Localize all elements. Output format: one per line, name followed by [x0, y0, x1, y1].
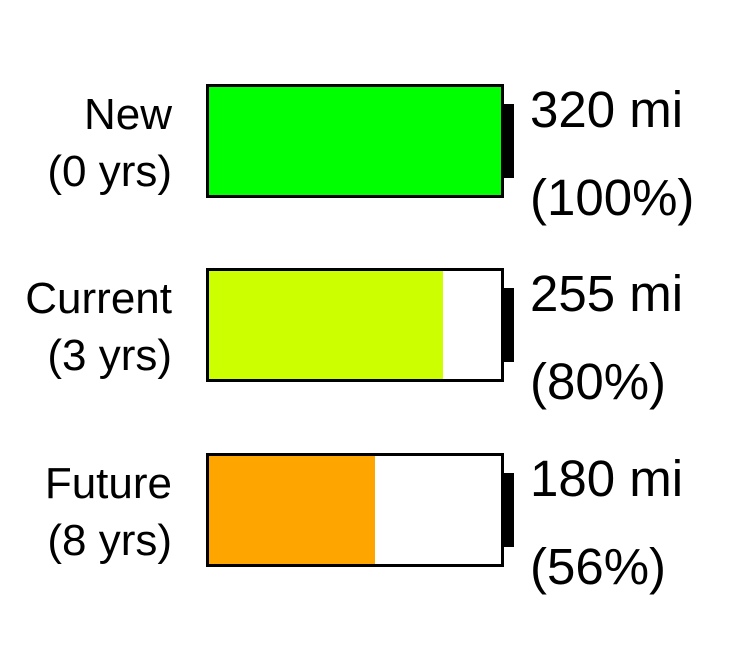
battery-fill — [209, 87, 501, 195]
battery-fill — [209, 271, 443, 379]
battery-label: Current (3 yrs) — [25, 270, 172, 384]
battery-label: New (0 yrs) — [47, 86, 172, 200]
battery-percent: (100%) — [530, 169, 695, 226]
battery-percent: (80%) — [530, 353, 667, 410]
battery-terminal — [501, 104, 514, 178]
battery-range: 255 mi — [530, 265, 684, 322]
battery-values: 255 mi (80%) — [530, 250, 683, 426]
battery-label: Future (8 yrs) — [45, 455, 172, 569]
battery-values: 320 mi (100%) — [530, 66, 694, 242]
battery-row-new: New (0 yrs) 320 mi (100%) — [0, 81, 750, 226]
battery-age: (0 yrs) — [47, 147, 172, 196]
battery-icon — [206, 453, 504, 567]
battery-range: 180 mi — [530, 450, 684, 507]
battery-age: (8 yrs) — [47, 516, 172, 565]
battery-values: 180 mi (56%) — [530, 435, 683, 611]
battery-fill — [209, 456, 376, 564]
battery-age: (3 yrs) — [47, 331, 172, 380]
battery-name: New — [83, 90, 172, 139]
battery-row-current: Current (3 yrs) 255 mi (80%) — [0, 265, 750, 410]
battery-percent: (56%) — [530, 538, 667, 595]
battery-name: Current — [25, 274, 172, 323]
battery-name: Future — [44, 459, 172, 508]
battery-icon — [206, 84, 504, 198]
battery-terminal — [501, 473, 514, 547]
battery-icon — [206, 268, 504, 382]
battery-terminal — [501, 288, 514, 362]
battery-row-future: Future (8 yrs) 180 mi (56%) — [0, 450, 750, 595]
battery-range: 320 mi — [530, 81, 684, 138]
